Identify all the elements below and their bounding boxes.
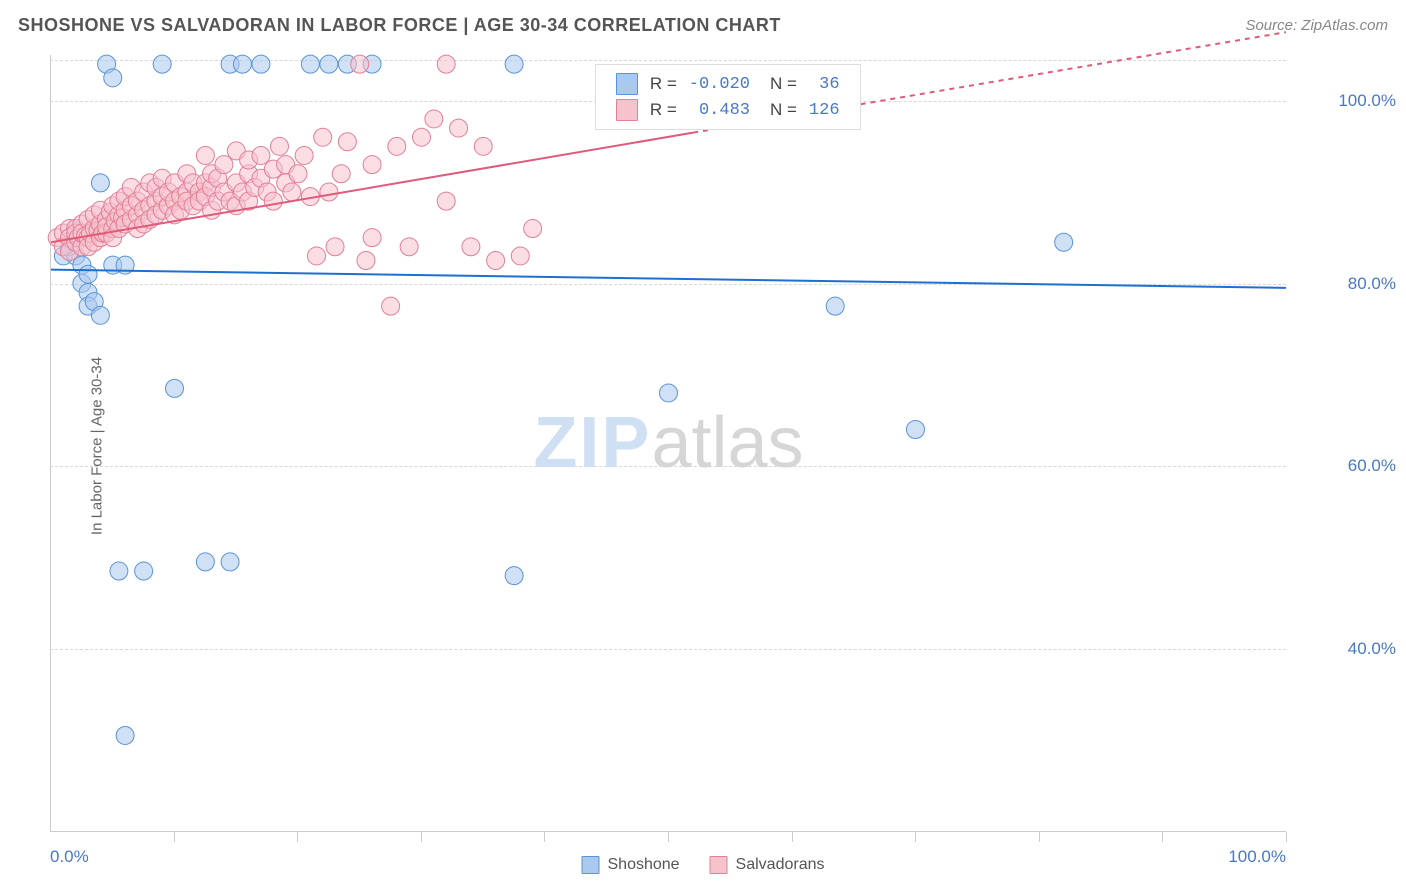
data-point — [505, 567, 523, 585]
r-value: 0.483 — [683, 97, 756, 123]
data-point — [1055, 233, 1073, 251]
data-point — [91, 174, 109, 192]
x-tick — [792, 832, 793, 842]
data-point — [474, 137, 492, 155]
data-point — [351, 55, 369, 73]
data-point — [437, 192, 455, 210]
data-point — [91, 306, 109, 324]
r-value: -0.020 — [683, 71, 756, 97]
chart-title: SHOSHONE VS SALVADORAN IN LABOR FORCE | … — [18, 15, 781, 36]
data-point — [462, 238, 480, 256]
data-point — [314, 128, 332, 146]
data-point — [826, 297, 844, 315]
data-point — [505, 55, 523, 73]
data-point — [320, 55, 338, 73]
legend-swatch — [616, 73, 638, 95]
chart-area: ZIPatlas R =-0.020N =36R =0.483N =126 — [50, 55, 1286, 832]
data-point — [79, 265, 97, 283]
data-point — [196, 553, 214, 571]
data-point — [153, 55, 171, 73]
x-tick-label: 100.0% — [1228, 847, 1286, 867]
x-tick — [421, 832, 422, 842]
data-point — [104, 69, 122, 87]
data-point — [487, 252, 505, 270]
data-point — [110, 562, 128, 580]
data-point — [363, 229, 381, 247]
data-point — [215, 156, 233, 174]
data-point — [264, 192, 282, 210]
data-point — [363, 156, 381, 174]
data-point — [308, 247, 326, 265]
data-point — [511, 247, 529, 265]
y-tick-label: 60.0% — [1296, 456, 1396, 476]
x-tick — [544, 832, 545, 842]
data-point — [412, 128, 430, 146]
legend-swatch — [581, 856, 599, 874]
legend-label: Shoshone — [607, 856, 679, 873]
n-value: 126 — [803, 97, 846, 123]
legend-item: Salvadorans — [710, 856, 825, 874]
data-point — [425, 110, 443, 128]
data-point — [338, 133, 356, 151]
data-point — [166, 379, 184, 397]
data-point — [233, 55, 251, 73]
data-point — [196, 146, 214, 164]
data-point — [326, 238, 344, 256]
legend-item: Shoshone — [581, 856, 679, 874]
x-tick — [668, 832, 669, 842]
data-point — [252, 55, 270, 73]
x-tick — [1039, 832, 1040, 842]
legend-label: Salvadorans — [736, 856, 825, 873]
scatter-plot — [51, 55, 1286, 831]
data-point — [116, 726, 134, 744]
data-point — [135, 562, 153, 580]
data-point — [332, 165, 350, 183]
r-label: R = — [644, 97, 683, 123]
data-point — [283, 183, 301, 201]
x-tick — [915, 832, 916, 842]
y-tick-label: 80.0% — [1296, 274, 1396, 294]
data-point — [289, 165, 307, 183]
y-tick-label: 40.0% — [1296, 639, 1396, 659]
legend-swatch — [616, 99, 638, 121]
legend-swatch — [710, 856, 728, 874]
data-point — [270, 137, 288, 155]
x-tick — [174, 832, 175, 842]
data-point — [382, 297, 400, 315]
x-tick — [297, 832, 298, 842]
n-value: 36 — [803, 71, 846, 97]
data-point — [301, 55, 319, 73]
data-point — [221, 553, 239, 571]
series-legend: Shoshone Salvadorans — [581, 856, 824, 874]
legend-row: R =0.483N =126 — [610, 97, 846, 123]
source-attribution: Source: ZipAtlas.com — [1245, 17, 1388, 34]
n-label: N = — [756, 71, 803, 97]
x-tick — [1286, 832, 1287, 842]
data-point — [320, 183, 338, 201]
x-tick — [1162, 832, 1163, 842]
x-tick-label: 0.0% — [50, 847, 89, 867]
correlation-legend: R =-0.020N =36R =0.483N =126 — [595, 64, 861, 130]
data-point — [295, 146, 313, 164]
y-tick-label: 100.0% — [1296, 91, 1396, 111]
data-point — [437, 55, 455, 73]
data-point — [524, 220, 542, 238]
n-label: N = — [756, 97, 803, 123]
data-point — [400, 238, 418, 256]
data-point — [450, 119, 468, 137]
data-point — [388, 137, 406, 155]
data-point — [659, 384, 677, 402]
data-point — [252, 146, 270, 164]
trendline — [51, 270, 1286, 288]
data-point — [906, 420, 924, 438]
data-point — [357, 252, 375, 270]
legend-row: R =-0.020N =36 — [610, 71, 846, 97]
r-label: R = — [644, 71, 683, 97]
